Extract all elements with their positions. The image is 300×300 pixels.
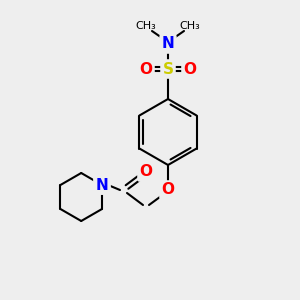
Text: N: N [96, 178, 108, 193]
Text: S: S [163, 61, 173, 76]
Text: N: N [162, 37, 174, 52]
Text: O: O [161, 182, 175, 197]
Text: O: O [140, 164, 152, 179]
Text: O: O [184, 61, 196, 76]
Text: CH₃: CH₃ [136, 21, 156, 31]
Text: CH₃: CH₃ [180, 21, 200, 31]
Text: N: N [96, 178, 108, 193]
Text: O: O [140, 61, 152, 76]
